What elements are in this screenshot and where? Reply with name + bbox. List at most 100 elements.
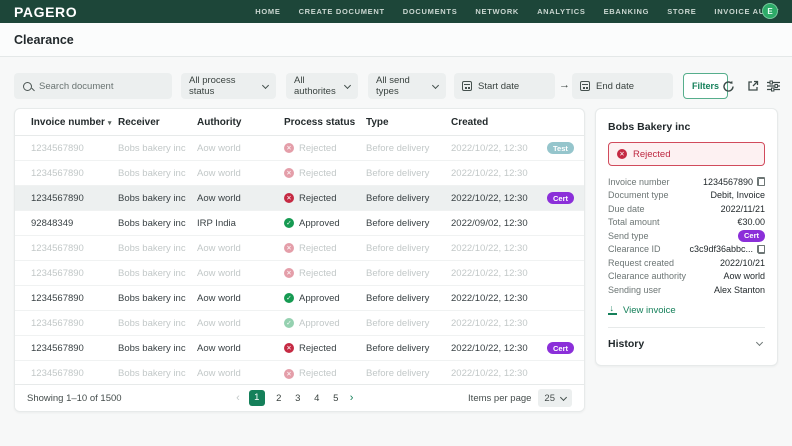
table-row[interactable]: 1234567890 Bobs bakery inc Aow world ✕ Rejec… xyxy=(15,136,584,161)
authorities-dropdown[interactable]: All authorites xyxy=(286,73,358,99)
column-header-type[interactable]: Type xyxy=(366,116,389,128)
column-header-created[interactable]: Created xyxy=(451,116,489,128)
rejected-icon: ✕ xyxy=(617,149,627,159)
invoice-table-card: Invoice number ▾ Receiver Authority Process … xyxy=(14,108,585,412)
cell-created: 2022/10/22, 12:30 xyxy=(451,192,528,204)
nav-item-analytics[interactable]: ANALYTICS xyxy=(537,7,586,16)
export-icon[interactable] xyxy=(745,78,761,94)
cert-badge: Cert xyxy=(547,342,575,354)
start-date-input[interactable]: Start date xyxy=(454,73,555,99)
cell-invoice-number: 1234567890 xyxy=(31,292,84,304)
detail-field-row: Invoice number 1234567890 xyxy=(608,175,765,189)
nav-item-create-document[interactable]: CREATE DOCUMENT xyxy=(298,7,385,16)
pagination-page-3[interactable]: 3 xyxy=(295,392,301,404)
cell-process-status: ✕ Rejected xyxy=(284,343,366,354)
send-types-dropdown[interactable]: All send types xyxy=(368,73,446,99)
field-value-text: Debit, Invoice xyxy=(710,190,765,201)
status-text: Rejected xyxy=(299,242,337,254)
items-per-page-select[interactable]: 25 xyxy=(538,389,572,407)
filter-row: Search document All process status All a… xyxy=(0,73,792,99)
column-header-process-status[interactable]: Process status xyxy=(284,116,356,128)
table-row[interactable]: 1234567890 Bobs bakery inc Aow world ✕ Rejec… xyxy=(15,161,584,186)
cell-invoice-number: 1234567890 xyxy=(31,192,84,204)
top-navigation: PAGERO HOME CREATE DOCUMENT DOCUMENTS NETWO… xyxy=(0,0,792,23)
cell-created: 2022/10/22, 12:30 xyxy=(451,267,528,279)
showing-count: Showing 1–10 of 1500 xyxy=(27,392,122,404)
cell-type: Before delivery xyxy=(366,242,430,254)
cell-receiver: Bobs bakery inc xyxy=(118,242,186,254)
user-avatar[interactable]: E xyxy=(762,3,778,19)
field-value: Cert xyxy=(737,229,765,242)
column-header-authority[interactable]: Authority xyxy=(197,116,242,128)
cell-created: 2022/10/22, 12:30 xyxy=(451,368,528,379)
nav-item-network[interactable]: NETWORK xyxy=(475,7,520,16)
date-range-arrow-icon: → xyxy=(559,79,570,91)
pagination-page-1[interactable]: 1 xyxy=(248,390,265,406)
field-value: 1234567890 xyxy=(703,177,765,187)
filters-button[interactable]: Filters xyxy=(683,73,729,99)
detail-field-row: Clearance ID c3c9df36abbc... xyxy=(608,243,765,257)
column-header-receiver[interactable]: Receiver xyxy=(118,116,160,128)
cell-type: Before delivery xyxy=(366,317,430,329)
cert-badge: Cert xyxy=(547,192,575,204)
table-row[interactable]: 1234567890 Bobs bakery inc Aow world ✓ Appro… xyxy=(15,286,584,311)
search-input[interactable]: Search document xyxy=(14,73,172,99)
cell-created: 2022/10/22, 12:30 xyxy=(451,317,528,329)
approved-icon: ✓ xyxy=(284,293,294,303)
column-header-invoice-number[interactable]: Invoice number ▾ xyxy=(31,116,112,128)
field-value: Debit, Invoice xyxy=(710,190,765,200)
cell-invoice-number: 1234567890 xyxy=(31,317,84,329)
end-date-input[interactable]: End date xyxy=(572,73,673,99)
table-row[interactable]: 1234567890 Bobs bakery inc Aow world ✕ Rejec… xyxy=(15,361,584,386)
approved-icon: ✓ xyxy=(284,318,294,328)
cell-process-status: ✕ Rejected xyxy=(284,193,366,204)
pagination-page-5[interactable]: 5 xyxy=(333,392,339,404)
download-icon xyxy=(608,303,617,315)
detail-field-row: Sending user Alex Stanton xyxy=(608,283,765,297)
table-row[interactable]: 1234567890 Bobs bakery inc Aow world ✕ Rejec… xyxy=(15,336,584,361)
detail-field-row: Send type Cert xyxy=(608,229,765,243)
status-text: Approved xyxy=(299,317,340,329)
items-per-page-value: 25 xyxy=(544,392,555,404)
rejected-alert: ✕ Rejected xyxy=(608,142,765,166)
table-footer: Showing 1–10 of 1500 ‹ 1 2 3 4 5 › Items per p… xyxy=(15,384,584,411)
cell-receiver: Bobs bakery inc xyxy=(118,292,186,304)
table-row[interactable]: 1234567890 Bobs bakery inc Aow world ✓ Appro… xyxy=(15,311,584,336)
cell-invoice-number: 1234567890 xyxy=(31,142,84,154)
cell-created: 2022/10/22, 12:30 xyxy=(451,292,528,304)
copy-icon[interactable] xyxy=(757,244,765,254)
process-status-dropdown[interactable]: All process status xyxy=(181,73,276,99)
pagination-page-4[interactable]: 4 xyxy=(314,392,320,404)
cell-authority: Aow world xyxy=(197,267,241,279)
pagination-page-2[interactable]: 2 xyxy=(276,392,282,404)
nav-item-store[interactable]: STORE xyxy=(667,7,697,16)
nav-item-documents[interactable]: DOCUMENTS xyxy=(402,7,458,16)
nav-item-ebanking[interactable]: EBANKING xyxy=(603,7,650,16)
cell-receiver: Bobs bakery inc xyxy=(118,368,186,379)
refresh-icon[interactable] xyxy=(720,78,736,94)
history-section-toggle[interactable]: History xyxy=(608,326,765,350)
field-label: Total amount xyxy=(608,217,660,228)
view-invoice-link[interactable]: View invoice xyxy=(608,303,765,316)
rejected-alert-text: Rejected xyxy=(633,148,671,160)
nav-item-home[interactable]: HOME xyxy=(255,7,281,16)
detail-title: Bobs Bakery inc xyxy=(608,121,691,133)
cell-process-status: ✕ Rejected xyxy=(284,168,366,179)
table-row[interactable]: 1234567890 Bobs bakery inc Aow world ✕ Rejec… xyxy=(15,186,584,211)
pagination-next[interactable]: › xyxy=(349,392,354,404)
field-value-text: c3c9df36abbc... xyxy=(689,244,753,255)
sliders-icon[interactable] xyxy=(765,78,781,94)
table-row[interactable]: 1234567890 Bobs bakery inc Aow world ✕ Rejec… xyxy=(15,236,584,261)
nav-item-invoice-audit[interactable]: INVOICE AUDIT xyxy=(714,7,780,16)
cell-receiver: Bobs bakery inc xyxy=(118,142,186,154)
table-row[interactable]: 1234567890 Bobs bakery inc Aow world ✕ Rejec… xyxy=(15,261,584,286)
cell-process-status: ✕ Rejected xyxy=(284,268,366,279)
status-text: Rejected xyxy=(299,142,337,154)
copy-icon[interactable] xyxy=(757,177,765,187)
table-row[interactable]: 92848349 Bobs bakery inc IRP India ✓ Approve… xyxy=(15,211,584,236)
cell-type: Before delivery xyxy=(366,368,430,379)
rejected-icon: ✕ xyxy=(284,193,294,203)
cell-authority: Aow world xyxy=(197,167,241,179)
pagination-prev[interactable]: ‹ xyxy=(236,392,240,404)
chevron-down-icon xyxy=(261,81,270,89)
